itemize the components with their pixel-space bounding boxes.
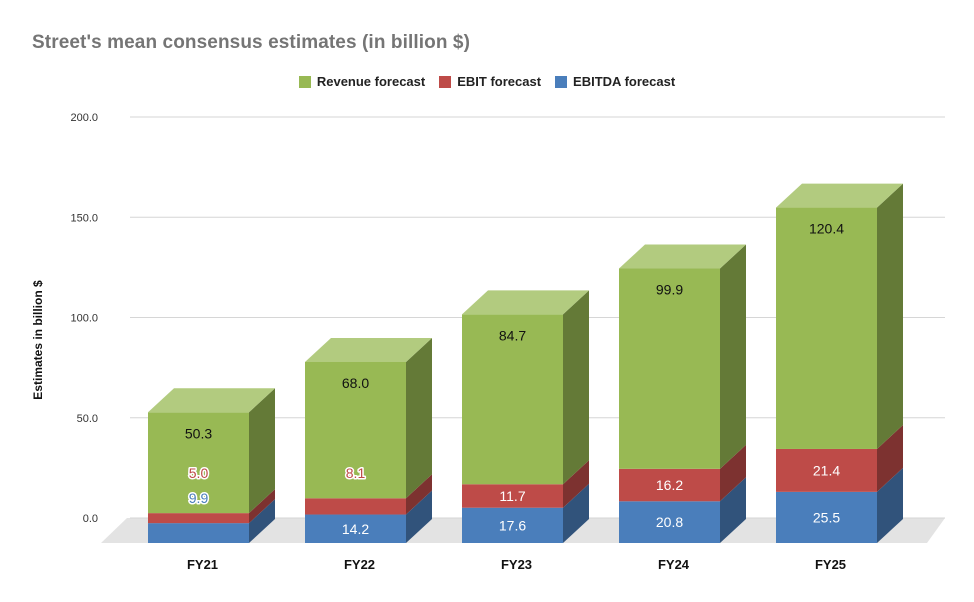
x-tick-label: FY23 bbox=[501, 557, 532, 572]
bar-side-ebitda bbox=[406, 490, 432, 543]
legend-label-revenue: Revenue forecast bbox=[316, 74, 426, 89]
bar-side-revenue bbox=[720, 244, 746, 469]
data-label-ebit: 8.1 bbox=[346, 465, 366, 481]
data-label-ebit: 5.0 bbox=[189, 465, 209, 481]
data-label-ebit: 16.2 bbox=[656, 477, 683, 493]
bar-top-revenue bbox=[148, 388, 275, 413]
bar-side-revenue bbox=[563, 290, 589, 485]
y-axis-title: Estimates in billion $ bbox=[31, 280, 45, 400]
y-tick-label: 150.0 bbox=[70, 212, 98, 224]
bar-ebitda bbox=[619, 501, 720, 543]
bar-revenue bbox=[148, 412, 249, 514]
bar-ebit bbox=[148, 513, 249, 524]
y-tick-label: 50.0 bbox=[77, 413, 98, 425]
bar-ebitda bbox=[462, 507, 563, 543]
bar-side-ebitda bbox=[877, 467, 903, 543]
data-label-ebitda: 20.8 bbox=[656, 514, 683, 530]
legend-label-ebitda: EBITDA forecast bbox=[573, 74, 676, 89]
data-label-ebit: 21.4 bbox=[813, 462, 840, 478]
bar-stack-fy21 bbox=[148, 388, 275, 543]
bar-revenue bbox=[776, 207, 877, 449]
bar-stack-fy23 bbox=[462, 290, 589, 543]
bar-side-ebit bbox=[877, 424, 903, 492]
bar-side-ebitda bbox=[563, 483, 589, 543]
bar-side-ebit bbox=[563, 460, 589, 508]
bar-side-revenue bbox=[406, 337, 432, 499]
bar-side-ebitda bbox=[720, 477, 746, 543]
bar-top-revenue bbox=[619, 244, 746, 269]
x-tick-label: FY25 bbox=[815, 557, 846, 572]
data-label-revenue: 99.9 bbox=[656, 282, 683, 298]
data-label-revenue: 84.7 bbox=[499, 327, 526, 343]
data-label-ebit: 11.7 bbox=[499, 488, 525, 504]
bar-ebit bbox=[619, 468, 720, 502]
bar-side-ebit bbox=[406, 474, 432, 515]
bar-side-ebit bbox=[720, 444, 746, 502]
bar-top-revenue bbox=[776, 183, 903, 208]
legend-item-revenue[interactable]: Revenue forecast bbox=[298, 74, 426, 89]
bar-ebitda bbox=[305, 514, 406, 543]
bar-ebit bbox=[305, 498, 406, 515]
bar-ebitda bbox=[776, 491, 877, 543]
legend-item-ebit[interactable]: EBIT forecast bbox=[439, 74, 541, 89]
bar-stack-fy22 bbox=[305, 337, 432, 543]
bar-stack-fy25 bbox=[776, 183, 903, 543]
legend-item-ebitda[interactable]: EBITDA forecast bbox=[555, 74, 675, 89]
data-label-revenue: 68.0 bbox=[342, 375, 369, 391]
x-tick-label: FY24 bbox=[658, 557, 690, 572]
bar-top-revenue bbox=[305, 337, 432, 362]
data-label-revenue: 120.4 bbox=[809, 221, 844, 237]
bar-revenue bbox=[462, 314, 563, 485]
y-tick-label: 100.0 bbox=[70, 313, 98, 325]
bar-ebitda bbox=[148, 523, 249, 543]
x-tick-label: FY21 bbox=[187, 557, 218, 572]
bar-side-ebitda bbox=[249, 499, 275, 543]
bar-top-revenue bbox=[462, 290, 589, 315]
data-label-ebitda: 9.9 bbox=[189, 490, 209, 506]
y-tick-label: 0.0 bbox=[83, 513, 98, 525]
bar-revenue bbox=[619, 268, 720, 469]
y-tick-label: 200.0 bbox=[70, 112, 98, 124]
legend-swatch-revenue bbox=[298, 75, 311, 88]
x-tick-label: FY22 bbox=[344, 557, 375, 572]
data-label-ebitda: 17.6 bbox=[499, 517, 526, 533]
data-label-ebitda: 25.5 bbox=[813, 509, 840, 525]
bar-side-revenue bbox=[249, 388, 275, 514]
legend-swatch-ebitda bbox=[555, 75, 568, 88]
bar-ebit bbox=[462, 484, 563, 508]
legend: Revenue forecast EBIT forecast EBITDA fo… bbox=[0, 74, 974, 89]
bar-side-revenue bbox=[877, 183, 903, 449]
legend-label-ebit: EBIT forecast bbox=[457, 74, 542, 89]
bar-ebit bbox=[776, 448, 877, 492]
data-label-revenue: 50.3 bbox=[185, 425, 212, 441]
bar-revenue bbox=[305, 361, 406, 499]
data-label-ebitda: 14.2 bbox=[342, 521, 369, 537]
chart-title: Street's mean consensus estimates (in bi… bbox=[32, 32, 471, 53]
bar-side-ebit bbox=[249, 489, 275, 524]
legend-swatch-ebit bbox=[439, 75, 452, 88]
bar-stack-fy24 bbox=[619, 244, 746, 543]
